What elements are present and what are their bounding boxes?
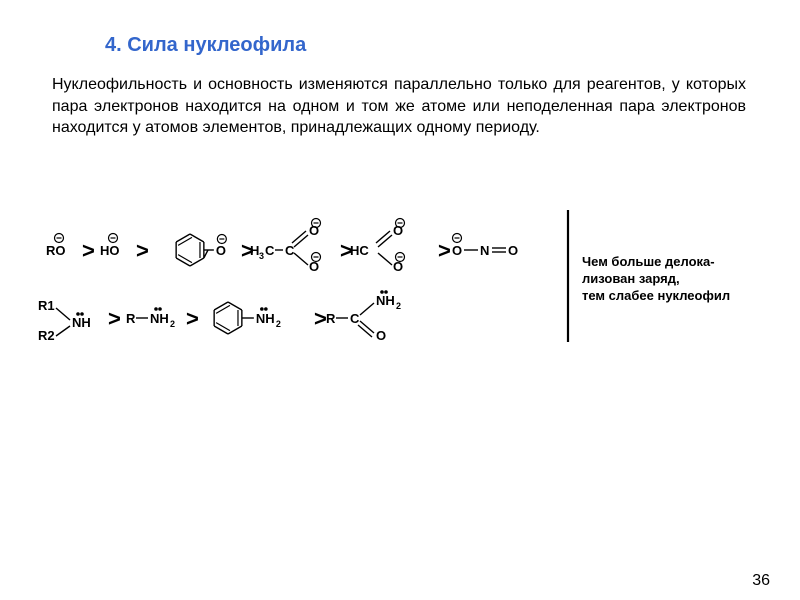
svg-text:N: N: [480, 243, 489, 258]
page-number: 36: [752, 572, 770, 590]
svg-text:3: 3: [259, 251, 264, 261]
svg-text:H: H: [250, 243, 259, 258]
svg-text:NH: NH: [256, 311, 275, 326]
svg-text:HC: HC: [350, 243, 369, 258]
caption-line-3: тем слабее нуклеофил: [582, 288, 730, 303]
section-title: 4. Сила нуклеофила: [105, 34, 306, 57]
svg-text:O: O: [393, 223, 403, 238]
svg-text:NH: NH: [72, 315, 91, 330]
svg-text:NH: NH: [150, 311, 169, 326]
svg-text:C: C: [285, 243, 295, 258]
caption-line-2: лизован заряд,: [582, 271, 680, 286]
svg-text:NH: NH: [376, 293, 395, 308]
svg-text:>: >: [82, 238, 95, 263]
svg-text:HO: HO: [100, 243, 120, 258]
svg-text:R: R: [326, 311, 336, 326]
svg-text:R1: R1: [38, 298, 55, 313]
svg-text:R2: R2: [38, 328, 55, 343]
body-paragraph: Нуклеофильность и основность изменяются …: [52, 74, 746, 139]
svg-text:RO: RO: [46, 243, 66, 258]
svg-text:O: O: [452, 243, 462, 258]
svg-text:O: O: [508, 243, 518, 258]
nucleophile-series-diagram: RO>HO>O>H3CCOO>HCOO>ONOR1R2NH>RNH2>NH2>R…: [38, 210, 758, 410]
svg-text:2: 2: [170, 319, 175, 329]
svg-text:O: O: [216, 243, 226, 258]
svg-text:O: O: [376, 328, 386, 343]
svg-text:C: C: [350, 311, 360, 326]
svg-text:2: 2: [396, 301, 401, 311]
svg-text:>: >: [438, 238, 451, 263]
caption-line-1: Чем больше делока-: [582, 254, 715, 269]
svg-text:>: >: [108, 306, 121, 331]
svg-text:2: 2: [276, 319, 281, 329]
svg-text:>: >: [314, 306, 327, 331]
svg-text:R: R: [126, 311, 136, 326]
svg-text:O: O: [309, 223, 319, 238]
svg-text:>: >: [186, 306, 199, 331]
diagram-caption: Чем больше делока- лизован заряд, тем сл…: [582, 254, 772, 305]
svg-text:C: C: [265, 243, 275, 258]
svg-text:>: >: [136, 238, 149, 263]
